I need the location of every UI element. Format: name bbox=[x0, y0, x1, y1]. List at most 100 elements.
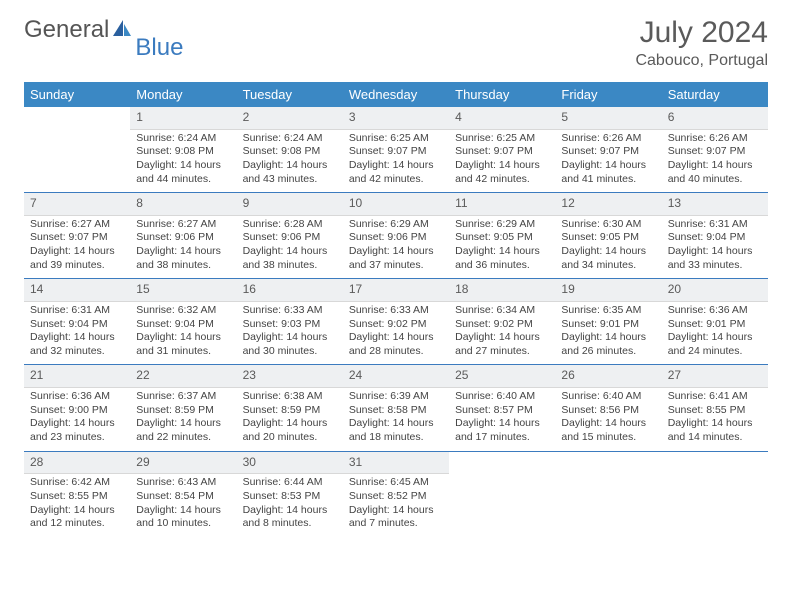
sunrise-line: Sunrise: 6:33 AM bbox=[243, 304, 337, 318]
sunset-line: Sunset: 8:52 PM bbox=[349, 490, 443, 504]
day-number: 16 bbox=[237, 279, 343, 302]
daylight-line: Daylight: 14 hours and 24 minutes. bbox=[668, 331, 762, 358]
calendar-cell: 14Sunrise: 6:31 AMSunset: 9:04 PMDayligh… bbox=[24, 279, 130, 365]
day-content: Sunrise: 6:40 AMSunset: 8:57 PMDaylight:… bbox=[449, 388, 555, 451]
title-block: July 2024 Cabouco, Portugal bbox=[635, 16, 768, 70]
day-number: 14 bbox=[24, 279, 130, 302]
sunset-line: Sunset: 8:59 PM bbox=[136, 404, 230, 418]
day-content: Sunrise: 6:38 AMSunset: 8:59 PMDaylight:… bbox=[237, 388, 343, 451]
sunrise-line: Sunrise: 6:24 AM bbox=[243, 132, 337, 146]
calendar-cell: 12Sunrise: 6:30 AMSunset: 9:05 PMDayligh… bbox=[555, 193, 661, 279]
day-number: 6 bbox=[662, 107, 768, 130]
sunset-line: Sunset: 8:59 PM bbox=[243, 404, 337, 418]
daylight-line: Daylight: 14 hours and 8 minutes. bbox=[243, 504, 337, 531]
sunrise-line: Sunrise: 6:26 AM bbox=[561, 132, 655, 146]
weekday-header: Sunday bbox=[24, 82, 130, 107]
sunset-line: Sunset: 9:06 PM bbox=[243, 231, 337, 245]
weekday-header-row: Sunday Monday Tuesday Wednesday Thursday… bbox=[24, 82, 768, 107]
daylight-line: Daylight: 14 hours and 31 minutes. bbox=[136, 331, 230, 358]
daylight-line: Daylight: 14 hours and 17 minutes. bbox=[455, 417, 549, 444]
daylight-line: Daylight: 14 hours and 39 minutes. bbox=[30, 245, 124, 272]
sunset-line: Sunset: 9:05 PM bbox=[561, 231, 655, 245]
sunrise-line: Sunrise: 6:36 AM bbox=[668, 304, 762, 318]
calendar-week-row: 28Sunrise: 6:42 AMSunset: 8:55 PMDayligh… bbox=[24, 451, 768, 537]
calendar-cell: 20Sunrise: 6:36 AMSunset: 9:01 PMDayligh… bbox=[662, 279, 768, 365]
sunrise-line: Sunrise: 6:29 AM bbox=[455, 218, 549, 232]
calendar-week-row: 14Sunrise: 6:31 AMSunset: 9:04 PMDayligh… bbox=[24, 279, 768, 365]
day-number: 25 bbox=[449, 365, 555, 388]
calendar-cell: 4Sunrise: 6:25 AMSunset: 9:07 PMDaylight… bbox=[449, 107, 555, 193]
sunset-line: Sunset: 9:07 PM bbox=[30, 231, 124, 245]
day-content: Sunrise: 6:24 AMSunset: 9:08 PMDaylight:… bbox=[130, 130, 236, 193]
calendar-cell: 21Sunrise: 6:36 AMSunset: 9:00 PMDayligh… bbox=[24, 365, 130, 451]
day-number: 18 bbox=[449, 279, 555, 302]
day-content: Sunrise: 6:42 AMSunset: 8:55 PMDaylight:… bbox=[24, 474, 130, 537]
sunset-line: Sunset: 8:57 PM bbox=[455, 404, 549, 418]
day-content: Sunrise: 6:24 AMSunset: 9:08 PMDaylight:… bbox=[237, 130, 343, 193]
daylight-line: Daylight: 14 hours and 12 minutes. bbox=[30, 504, 124, 531]
calendar-cell: 28Sunrise: 6:42 AMSunset: 8:55 PMDayligh… bbox=[24, 451, 130, 537]
calendar-cell: 17Sunrise: 6:33 AMSunset: 9:02 PMDayligh… bbox=[343, 279, 449, 365]
calendar-cell bbox=[662, 451, 768, 537]
day-content: Sunrise: 6:27 AMSunset: 9:07 PMDaylight:… bbox=[24, 216, 130, 279]
day-number: 27 bbox=[662, 365, 768, 388]
daylight-line: Daylight: 14 hours and 42 minutes. bbox=[455, 159, 549, 186]
day-number: 17 bbox=[343, 279, 449, 302]
sunrise-line: Sunrise: 6:33 AM bbox=[349, 304, 443, 318]
day-number: 3 bbox=[343, 107, 449, 130]
daylight-line: Daylight: 14 hours and 33 minutes. bbox=[668, 245, 762, 272]
daylight-line: Daylight: 14 hours and 10 minutes. bbox=[136, 504, 230, 531]
day-number: 31 bbox=[343, 452, 449, 475]
sail-icon bbox=[111, 18, 133, 43]
daylight-line: Daylight: 14 hours and 28 minutes. bbox=[349, 331, 443, 358]
sunrise-line: Sunrise: 6:32 AM bbox=[136, 304, 230, 318]
sunset-line: Sunset: 9:08 PM bbox=[136, 145, 230, 159]
calendar-cell: 5Sunrise: 6:26 AMSunset: 9:07 PMDaylight… bbox=[555, 107, 661, 193]
daylight-line: Daylight: 14 hours and 32 minutes. bbox=[30, 331, 124, 358]
sunset-line: Sunset: 8:56 PM bbox=[561, 404, 655, 418]
day-content: Sunrise: 6:40 AMSunset: 8:56 PMDaylight:… bbox=[555, 388, 661, 451]
day-number: 30 bbox=[237, 452, 343, 475]
day-number: 5 bbox=[555, 107, 661, 130]
sunrise-line: Sunrise: 6:31 AM bbox=[668, 218, 762, 232]
sunrise-line: Sunrise: 6:44 AM bbox=[243, 476, 337, 490]
day-content: Sunrise: 6:33 AMSunset: 9:02 PMDaylight:… bbox=[343, 302, 449, 365]
weekday-header: Wednesday bbox=[343, 82, 449, 107]
calendar-cell: 19Sunrise: 6:35 AMSunset: 9:01 PMDayligh… bbox=[555, 279, 661, 365]
weekday-header: Monday bbox=[130, 82, 236, 107]
sunrise-line: Sunrise: 6:27 AM bbox=[136, 218, 230, 232]
day-number: 21 bbox=[24, 365, 130, 388]
sunrise-line: Sunrise: 6:39 AM bbox=[349, 390, 443, 404]
day-content: Sunrise: 6:34 AMSunset: 9:02 PMDaylight:… bbox=[449, 302, 555, 365]
sunrise-line: Sunrise: 6:30 AM bbox=[561, 218, 655, 232]
header: General Blue July 2024 Cabouco, Portugal bbox=[24, 16, 768, 70]
day-content: Sunrise: 6:32 AMSunset: 9:04 PMDaylight:… bbox=[130, 302, 236, 365]
sunrise-line: Sunrise: 6:40 AM bbox=[455, 390, 549, 404]
day-content: Sunrise: 6:28 AMSunset: 9:06 PMDaylight:… bbox=[237, 216, 343, 279]
calendar-cell: 2Sunrise: 6:24 AMSunset: 9:08 PMDaylight… bbox=[237, 107, 343, 193]
day-content: Sunrise: 6:44 AMSunset: 8:53 PMDaylight:… bbox=[237, 474, 343, 537]
weekday-header: Tuesday bbox=[237, 82, 343, 107]
sunrise-line: Sunrise: 6:24 AM bbox=[136, 132, 230, 146]
day-number: 28 bbox=[24, 452, 130, 475]
daylight-line: Daylight: 14 hours and 43 minutes. bbox=[243, 159, 337, 186]
day-content: Sunrise: 6:36 AMSunset: 9:00 PMDaylight:… bbox=[24, 388, 130, 451]
sunset-line: Sunset: 9:02 PM bbox=[349, 318, 443, 332]
day-content: Sunrise: 6:26 AMSunset: 9:07 PMDaylight:… bbox=[555, 130, 661, 193]
calendar-cell: 30Sunrise: 6:44 AMSunset: 8:53 PMDayligh… bbox=[237, 451, 343, 537]
day-number: 26 bbox=[555, 365, 661, 388]
sunset-line: Sunset: 9:01 PM bbox=[561, 318, 655, 332]
sunset-line: Sunset: 9:04 PM bbox=[30, 318, 124, 332]
sunset-line: Sunset: 9:04 PM bbox=[136, 318, 230, 332]
daylight-line: Daylight: 14 hours and 18 minutes. bbox=[349, 417, 443, 444]
logo: General Blue bbox=[24, 16, 185, 44]
calendar-cell: 3Sunrise: 6:25 AMSunset: 9:07 PMDaylight… bbox=[343, 107, 449, 193]
calendar-cell: 15Sunrise: 6:32 AMSunset: 9:04 PMDayligh… bbox=[130, 279, 236, 365]
calendar-cell: 1Sunrise: 6:24 AMSunset: 9:08 PMDaylight… bbox=[130, 107, 236, 193]
day-number: 8 bbox=[130, 193, 236, 216]
daylight-line: Daylight: 14 hours and 22 minutes. bbox=[136, 417, 230, 444]
day-number: 29 bbox=[130, 452, 236, 475]
sunrise-line: Sunrise: 6:26 AM bbox=[668, 132, 762, 146]
day-content: Sunrise: 6:25 AMSunset: 9:07 PMDaylight:… bbox=[343, 130, 449, 193]
sunset-line: Sunset: 9:06 PM bbox=[136, 231, 230, 245]
